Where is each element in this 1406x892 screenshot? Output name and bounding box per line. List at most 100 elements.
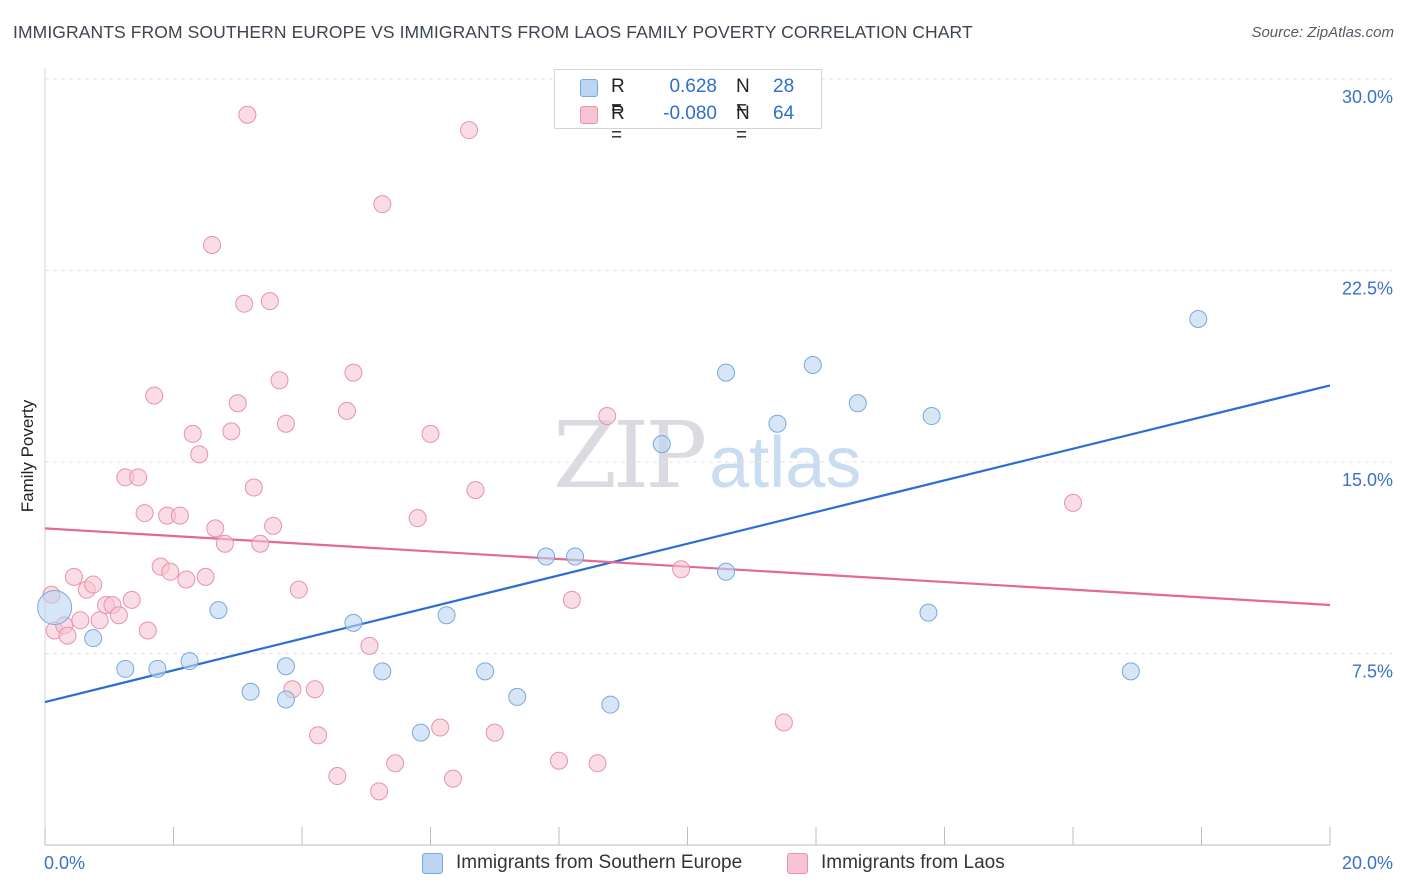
point-laos bbox=[135, 504, 154, 523]
watermark-atlas: atlas bbox=[709, 423, 862, 503]
watermark-zip: ZIP bbox=[553, 402, 707, 509]
point-southern-europe bbox=[652, 435, 671, 454]
y-tick-label: 15.0% bbox=[1342, 470, 1393, 490]
legend-swatch-blue bbox=[580, 79, 598, 97]
point-southern-europe bbox=[508, 687, 527, 706]
point-laos bbox=[264, 516, 283, 535]
point-laos bbox=[190, 445, 209, 464]
legend-label: Immigrants from Southern Europe bbox=[456, 852, 743, 873]
point-laos bbox=[421, 424, 440, 443]
point-laos bbox=[431, 718, 450, 737]
trend-line-southern-europe bbox=[44, 384, 1331, 704]
point-laos bbox=[238, 105, 257, 124]
point-laos bbox=[408, 509, 427, 528]
point-laos bbox=[1064, 493, 1082, 512]
y-tick-label: 7.5% bbox=[1352, 662, 1393, 682]
point-laos bbox=[235, 294, 254, 313]
point-laos bbox=[58, 626, 77, 645]
point-laos bbox=[485, 723, 504, 742]
point-southern-europe bbox=[148, 659, 167, 678]
point-laos bbox=[228, 394, 247, 413]
legend-n-value: 28 bbox=[773, 76, 795, 97]
legend-n-value: 64 bbox=[773, 103, 795, 124]
tick-labels: 7.5% 15.0% 22.5% 30.0% 0.0% 20.0% bbox=[44, 87, 1393, 873]
legend-label: Immigrants from Laos bbox=[821, 852, 1005, 873]
point-southern-europe bbox=[373, 662, 392, 681]
point-laos bbox=[170, 506, 189, 525]
point-laos bbox=[244, 478, 263, 497]
point-laos bbox=[344, 363, 363, 382]
point-laos bbox=[161, 562, 180, 581]
chart-title: IMMIGRANTS FROM SOUTHERN EUROPE VS IMMIG… bbox=[13, 22, 973, 42]
point-laos bbox=[386, 754, 405, 773]
point-laos bbox=[84, 575, 103, 594]
point-southern-europe bbox=[84, 629, 103, 648]
point-laos bbox=[370, 782, 389, 801]
point-laos bbox=[276, 414, 295, 433]
point-laos bbox=[460, 121, 479, 140]
point-laos bbox=[328, 767, 347, 786]
point-laos bbox=[260, 292, 279, 311]
point-southern-europe bbox=[922, 407, 941, 426]
point-laos bbox=[305, 680, 324, 699]
point-laos bbox=[71, 611, 90, 630]
point-laos bbox=[203, 235, 222, 254]
point-southern-europe bbox=[566, 547, 585, 566]
y-tick-label: 30.0% bbox=[1342, 87, 1393, 107]
point-laos bbox=[562, 590, 581, 609]
point-laos bbox=[109, 606, 128, 625]
point-southern-europe bbox=[37, 590, 73, 626]
point-southern-europe bbox=[241, 682, 260, 701]
legend-r-label: R = bbox=[611, 103, 625, 146]
point-laos bbox=[138, 621, 157, 640]
legend-swatch-blue bbox=[422, 853, 443, 874]
legend-swatch-pink bbox=[580, 106, 598, 124]
source-credit: Source: ZipAtlas.com bbox=[1251, 24, 1394, 41]
point-laos bbox=[443, 769, 462, 788]
point-southern-europe bbox=[476, 662, 495, 681]
point-laos bbox=[337, 401, 356, 420]
point-laos bbox=[129, 468, 148, 487]
point-southern-europe bbox=[717, 562, 736, 581]
legend-r-value: 0.628 bbox=[669, 76, 717, 97]
point-southern-europe bbox=[437, 606, 456, 625]
point-laos bbox=[270, 371, 289, 390]
point-laos bbox=[183, 424, 202, 443]
point-southern-europe bbox=[344, 613, 363, 632]
point-southern-europe bbox=[803, 355, 822, 374]
point-laos bbox=[360, 636, 379, 655]
data-points bbox=[37, 105, 1208, 801]
y-tick-label: 22.5% bbox=[1342, 279, 1393, 299]
point-laos bbox=[373, 195, 392, 214]
point-laos bbox=[672, 560, 691, 579]
point-laos bbox=[550, 751, 568, 770]
axes bbox=[44, 68, 1331, 846]
point-southern-europe bbox=[411, 723, 430, 742]
point-laos bbox=[466, 481, 485, 500]
point-southern-europe bbox=[717, 363, 736, 382]
point-laos bbox=[251, 534, 270, 553]
legend-swatch-pink bbox=[787, 853, 808, 874]
point-southern-europe bbox=[276, 690, 295, 709]
x-tick-label: 0.0% bbox=[44, 853, 85, 873]
legend-r-label: R = bbox=[611, 76, 625, 119]
point-laos bbox=[588, 754, 607, 773]
point-southern-europe bbox=[116, 659, 135, 678]
point-laos bbox=[215, 534, 234, 553]
point-southern-europe bbox=[768, 414, 787, 433]
point-laos bbox=[196, 567, 215, 586]
legend-n-label: N = bbox=[736, 103, 750, 146]
watermark: ZIPatlas bbox=[553, 402, 861, 509]
point-laos bbox=[309, 726, 328, 745]
point-laos bbox=[145, 386, 164, 405]
point-laos bbox=[64, 567, 83, 586]
point-southern-europe bbox=[919, 603, 938, 622]
point-southern-europe bbox=[848, 394, 867, 413]
x-tick-label: 20.0% bbox=[1342, 853, 1393, 873]
point-laos bbox=[598, 407, 617, 426]
point-southern-europe bbox=[537, 547, 556, 566]
point-laos bbox=[177, 570, 196, 589]
point-southern-europe bbox=[180, 652, 199, 671]
legend-r-value: -0.080 bbox=[663, 103, 717, 124]
